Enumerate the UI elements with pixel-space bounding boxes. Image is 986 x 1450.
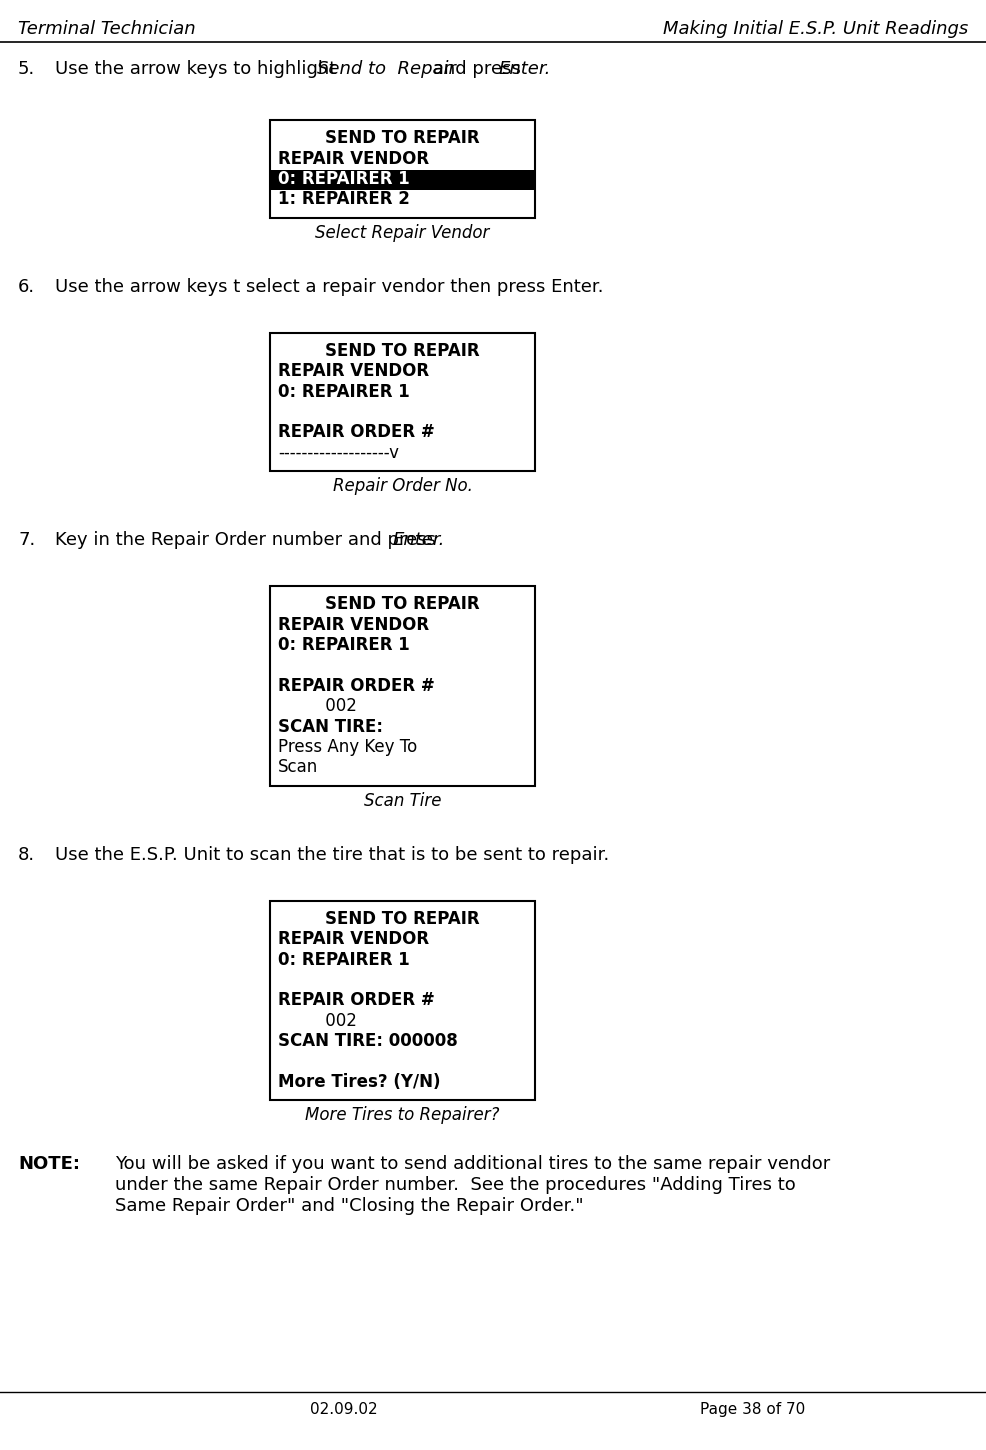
Text: Scan Tire: Scan Tire	[364, 792, 442, 809]
Text: More Tires to Repairer?: More Tires to Repairer?	[306, 1106, 500, 1124]
Text: Scan: Scan	[278, 758, 318, 776]
Text: and press: and press	[427, 59, 527, 78]
Text: Terminal Technician: Terminal Technician	[18, 20, 195, 38]
Text: REPAIR VENDOR: REPAIR VENDOR	[278, 931, 429, 948]
Text: NOTE:: NOTE:	[18, 1156, 80, 1173]
Text: You will be asked if you want to send additional tires to the same repair vendor: You will be asked if you want to send ad…	[115, 1156, 830, 1173]
Text: REPAIR VENDOR: REPAIR VENDOR	[278, 616, 429, 634]
Text: 0: REPAIRER 1: 0: REPAIRER 1	[278, 383, 410, 400]
Text: SEND TO REPAIR: SEND TO REPAIR	[325, 594, 480, 613]
Bar	[270, 586, 535, 786]
Text: 5.: 5.	[18, 59, 35, 78]
Text: 02.09.02: 02.09.02	[310, 1402, 378, 1417]
Bar	[270, 900, 535, 1101]
Text: Select Repair Vendor: Select Repair Vendor	[316, 223, 490, 242]
Text: Repair Order No.: Repair Order No.	[332, 477, 472, 494]
Bar	[270, 120, 535, 218]
Bar	[270, 332, 535, 471]
Text: 8.: 8.	[18, 845, 35, 864]
Text: Page 38 of 70: Page 38 of 70	[700, 1402, 806, 1417]
Text: 0: REPAIRER 1: 0: REPAIRER 1	[278, 170, 410, 188]
Text: Making Initial E.S.P. Unit Readings: Making Initial E.S.P. Unit Readings	[663, 20, 968, 38]
Text: REPAIR ORDER #: REPAIR ORDER #	[278, 677, 435, 695]
Text: REPAIR ORDER #: REPAIR ORDER #	[278, 423, 435, 441]
Text: Use the arrow keys t select a repair vendor then press Enter.: Use the arrow keys t select a repair ven…	[55, 277, 603, 296]
Text: SCAN TIRE: 000008: SCAN TIRE: 000008	[278, 1032, 458, 1050]
Text: Send to  Repair: Send to Repair	[317, 59, 456, 78]
Text: Key in the Repair Order number and press: Key in the Repair Order number and press	[55, 531, 442, 550]
Text: 1: REPAIRER 2: 1: REPAIRER 2	[278, 190, 410, 209]
Text: 0: REPAIRER 1: 0: REPAIRER 1	[278, 637, 410, 654]
Text: 7.: 7.	[18, 531, 35, 550]
Bar	[271, 170, 534, 190]
Text: 002: 002	[278, 1012, 357, 1030]
Text: SCAN TIRE:: SCAN TIRE:	[278, 718, 383, 735]
Text: under the same Repair Order number.  See the procedures "Adding Tires to: under the same Repair Order number. See …	[115, 1176, 796, 1195]
Text: Enter.: Enter.	[499, 59, 551, 78]
Text: More Tires? (Y/N): More Tires? (Y/N)	[278, 1073, 441, 1090]
Text: Same Repair Order" and "Closing the Repair Order.": Same Repair Order" and "Closing the Repa…	[115, 1198, 584, 1215]
Text: SEND TO REPAIR: SEND TO REPAIR	[325, 342, 480, 360]
Text: Use the E.S.P. Unit to scan the tire that is to be sent to repair.: Use the E.S.P. Unit to scan the tire tha…	[55, 845, 609, 864]
Text: REPAIR VENDOR: REPAIR VENDOR	[278, 362, 429, 380]
Text: 0: REPAIRER 1: 0: REPAIRER 1	[278, 951, 410, 969]
Text: Enter.: Enter.	[393, 531, 446, 550]
Text: -------------------v: -------------------v	[278, 444, 399, 461]
Text: REPAIR VENDOR: REPAIR VENDOR	[278, 149, 429, 168]
Text: 002: 002	[278, 697, 357, 715]
Text: SEND TO REPAIR: SEND TO REPAIR	[325, 909, 480, 928]
Text: Press Any Key To: Press Any Key To	[278, 738, 417, 755]
Text: SEND TO REPAIR: SEND TO REPAIR	[325, 129, 480, 148]
Text: REPAIR ORDER #: REPAIR ORDER #	[278, 992, 435, 1009]
Text: 6.: 6.	[18, 277, 35, 296]
Text: Use the arrow keys to highlight: Use the arrow keys to highlight	[55, 59, 342, 78]
